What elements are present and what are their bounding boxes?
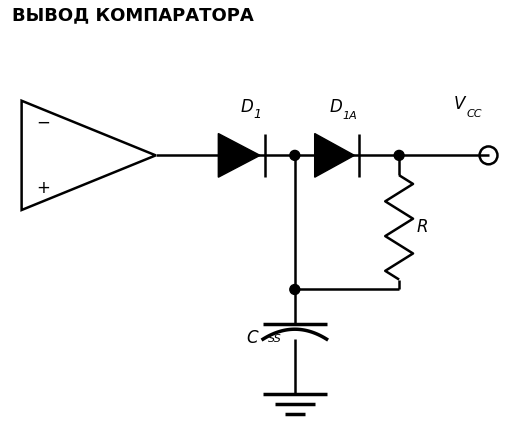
Polygon shape — [218, 134, 260, 177]
Text: ВЫВОД КОМПАРАТОРА: ВЫВОД КОМПАРАТОРА — [12, 6, 253, 25]
Text: CC: CC — [467, 109, 482, 118]
Polygon shape — [315, 134, 354, 177]
Text: C: C — [246, 329, 258, 347]
Text: SS: SS — [268, 334, 282, 344]
Text: 1: 1 — [253, 107, 261, 121]
Text: D: D — [330, 98, 342, 115]
Text: 1A: 1A — [343, 110, 358, 121]
Text: R: R — [417, 218, 428, 236]
Circle shape — [394, 151, 404, 160]
Circle shape — [290, 151, 300, 160]
Text: V: V — [454, 95, 465, 113]
Text: D: D — [240, 98, 253, 115]
Text: −: − — [37, 114, 51, 132]
Text: +: + — [37, 179, 51, 197]
Circle shape — [290, 285, 300, 294]
